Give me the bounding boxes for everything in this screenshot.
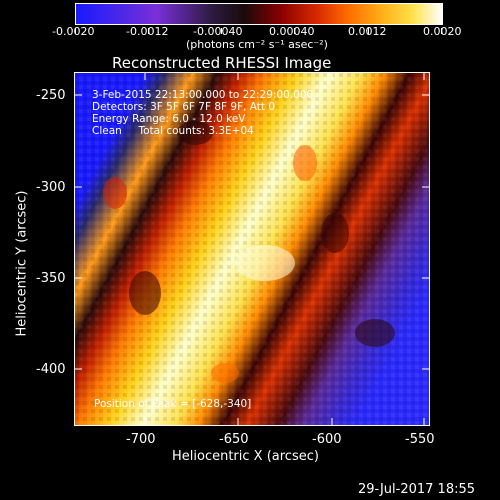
image-title: Reconstructed RHESSI Image bbox=[112, 54, 332, 72]
y-tick-label: -250 bbox=[36, 88, 66, 103]
x-tick-label: -600 bbox=[312, 432, 342, 447]
x-axis-title: Heliocentric X (arcsec) bbox=[172, 449, 319, 464]
colorbar-tick-label: -0.00040 bbox=[193, 25, 243, 38]
colorbar-unit: (photons cm⁻² s⁻¹ asec⁻²) bbox=[186, 38, 328, 51]
energy-range: Energy Range: 6.0 - 12.0 keV bbox=[92, 113, 246, 125]
y-tick-label: -300 bbox=[36, 180, 66, 195]
clean-total-counts: Clean Total counts: 3.3E+04 bbox=[92, 125, 254, 137]
footer-date: 29-Jul-2017 18:55 bbox=[358, 482, 476, 497]
colorbar-tick-label: 0.0020 bbox=[423, 25, 462, 38]
y-tick-label: -350 bbox=[36, 271, 66, 286]
peak-position: Position of Peak = [-628,-340] bbox=[94, 398, 252, 410]
detectors: Detectors: 3F 5F 6F 7F 8F 9F, Att 0 bbox=[92, 101, 276, 113]
colorbar-tick-label: 0.00040 bbox=[269, 25, 315, 38]
x-tick-label: -700 bbox=[126, 432, 156, 447]
plot-frame bbox=[74, 72, 432, 428]
y-axis-title: Heliocentric Y (arcsec) bbox=[14, 190, 30, 337]
colorbar-tick-label: -0.0012 bbox=[126, 25, 169, 38]
rhessi-image bbox=[75, 73, 429, 425]
colorbar-tick-label: 0.0012 bbox=[348, 25, 387, 38]
time-range: 3-Feb-2015 22:13:00.000 to 22:29:00.000 bbox=[92, 89, 314, 101]
x-tick-label: -650 bbox=[219, 432, 249, 447]
y-tick-label: -400 bbox=[36, 362, 66, 377]
x-tick-label: -550 bbox=[405, 432, 435, 447]
colorbar-ticks bbox=[75, 21, 443, 34]
colorbar bbox=[75, 3, 443, 25]
colorbar-tick-label: -0.0020 bbox=[52, 25, 95, 38]
